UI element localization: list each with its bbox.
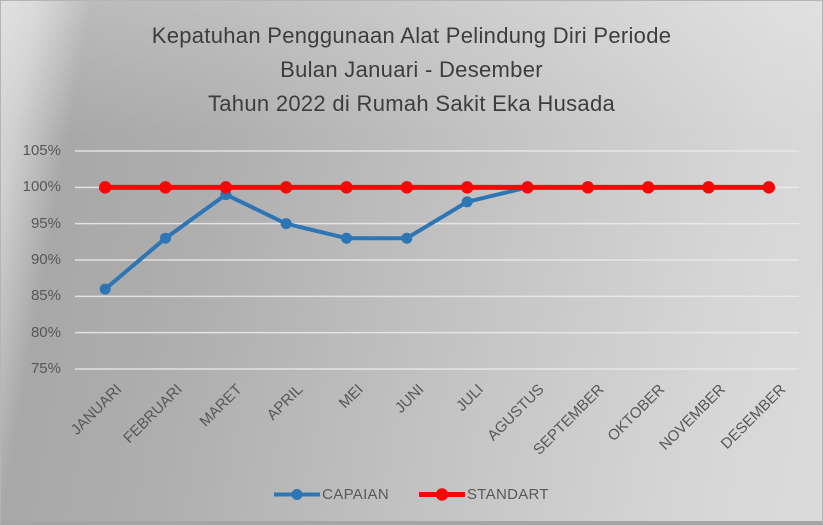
data-point-marker-capaian — [401, 232, 413, 244]
y-tick-label: 75% — [30, 360, 61, 377]
y-tick-label: 100% — [22, 178, 61, 196]
y-tick-label: 90% — [30, 251, 61, 268]
data-point-marker-standart — [460, 181, 474, 194]
legend-label: STANDART — [466, 486, 549, 503]
data-point-marker-capaian — [280, 218, 292, 230]
chart-title-line-1: Kepatuhan Penggunaan Alat Pelindung Diri… — [151, 23, 672, 48]
data-point-marker-standart — [98, 181, 112, 194]
legend-marker-standart-icon — [418, 488, 465, 501]
chart-title: Kepatuhan Penggunaan Alat Pelindung Diri… — [1, 19, 822, 121]
data-point-marker-standart — [702, 181, 715, 194]
chart-title-line-3: Tahun 2022 di Rumah Sakit Eka Husada — [207, 91, 616, 116]
data-point-marker-capaian — [99, 283, 111, 295]
legend-item-standart: STANDART — [418, 486, 549, 503]
data-point-marker-standart — [641, 181, 655, 194]
y-tick-label: 85% — [30, 287, 61, 305]
chart-title-line-2: Bulan Januari - Desember — [280, 57, 543, 82]
chart-legend: CAPAIAN STANDART — [1, 486, 822, 503]
data-point-marker-standart — [521, 181, 534, 194]
data-point-marker-standart — [219, 181, 233, 194]
data-point-marker-standart — [762, 181, 776, 194]
data-point-marker-capaian — [160, 232, 171, 244]
y-tick-label: 95% — [30, 214, 61, 232]
data-point-marker-standart — [340, 181, 353, 194]
data-point-marker-standart — [400, 181, 414, 194]
y-tick-label: 80% — [30, 323, 61, 341]
y-tick-label: 105% — [22, 142, 61, 159]
data-point-marker-standart — [581, 181, 595, 194]
data-point-marker-capaian — [461, 196, 473, 208]
legend-label: CAPAIAN — [322, 486, 389, 503]
data-point-marker-standart — [159, 181, 172, 194]
series-line-capaian — [103, 185, 530, 292]
data-point-marker-standart — [279, 181, 293, 194]
data-point-marker-capaian — [341, 232, 352, 244]
legend-item-capaian: CAPAIAN — [274, 486, 389, 503]
legend-marker-capaian-icon — [274, 489, 321, 500]
